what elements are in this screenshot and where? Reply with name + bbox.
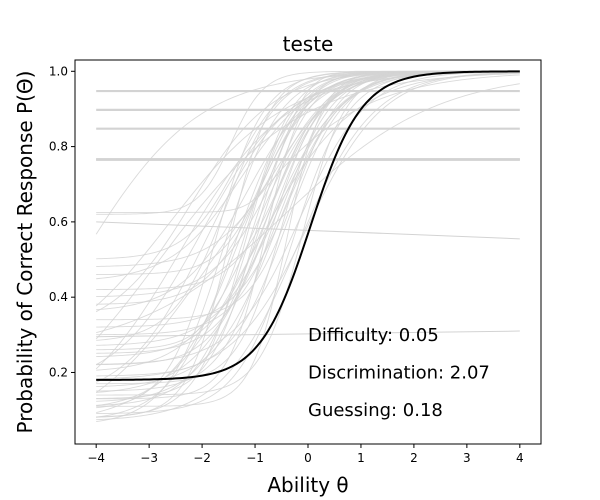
- background-item-curve: [95, 71, 520, 366]
- y-tick-label: 1.0: [49, 64, 68, 78]
- x-tick-label: 0: [304, 451, 312, 465]
- highlighted-item-curve-layer: [96, 70, 520, 381]
- background-item-curve: [95, 74, 520, 393]
- x-tick-label: −4: [87, 451, 105, 465]
- background-item-curve: [95, 70, 520, 313]
- background-item-curve: [96, 70, 520, 311]
- background-item-curve: [96, 330, 520, 338]
- x-axis-ticks: −4 −3 −2 −1 0 1 2 3 4: [87, 444, 524, 465]
- x-tick-label: −2: [193, 451, 211, 465]
- x-tick-label: 1: [357, 451, 365, 465]
- background-item-curve: [96, 70, 520, 351]
- background-item-curve: [96, 70, 520, 305]
- x-tick-label: 4: [516, 451, 524, 465]
- background-item-curve: [96, 70, 520, 213]
- background-item-curve: [95, 71, 520, 307]
- y-tick-label: 0.6: [49, 215, 68, 229]
- chart-title: teste: [283, 32, 334, 56]
- y-axis-label: Probability of Correct Response P(Θ): [13, 71, 37, 434]
- x-tick-label: 2: [410, 451, 418, 465]
- x-tick-label: 3: [463, 451, 471, 465]
- y-tick-label: 0.8: [49, 140, 68, 154]
- background-item-curve: [96, 71, 520, 365]
- y-tick-label: 0.4: [49, 290, 68, 304]
- x-axis-label: Ability θ: [267, 473, 348, 497]
- highlighted-item-curve: [96, 70, 520, 381]
- discrimination-annotation: Discrimination: 2.07: [308, 362, 490, 383]
- background-item-curve: [96, 221, 520, 240]
- x-tick-label: −1: [246, 451, 264, 465]
- guessing-annotation: Guessing: 0.18: [308, 400, 443, 421]
- difficulty-annotation: Difficulty: 0.05: [308, 325, 439, 346]
- background-item-curve: [96, 83, 520, 334]
- background-item-curve: [95, 71, 520, 235]
- background-item-curve: [96, 70, 520, 366]
- y-axis-ticks: 0.2 0.4 0.6 0.8 1.0: [49, 64, 75, 379]
- background-item-curves: [95, 70, 520, 422]
- x-tick-label: −3: [140, 451, 158, 465]
- background-item-curve: [95, 73, 520, 340]
- background-item-curve: [96, 71, 520, 380]
- axes-frame: [74, 59, 542, 445]
- y-tick-label: 0.2: [49, 365, 68, 379]
